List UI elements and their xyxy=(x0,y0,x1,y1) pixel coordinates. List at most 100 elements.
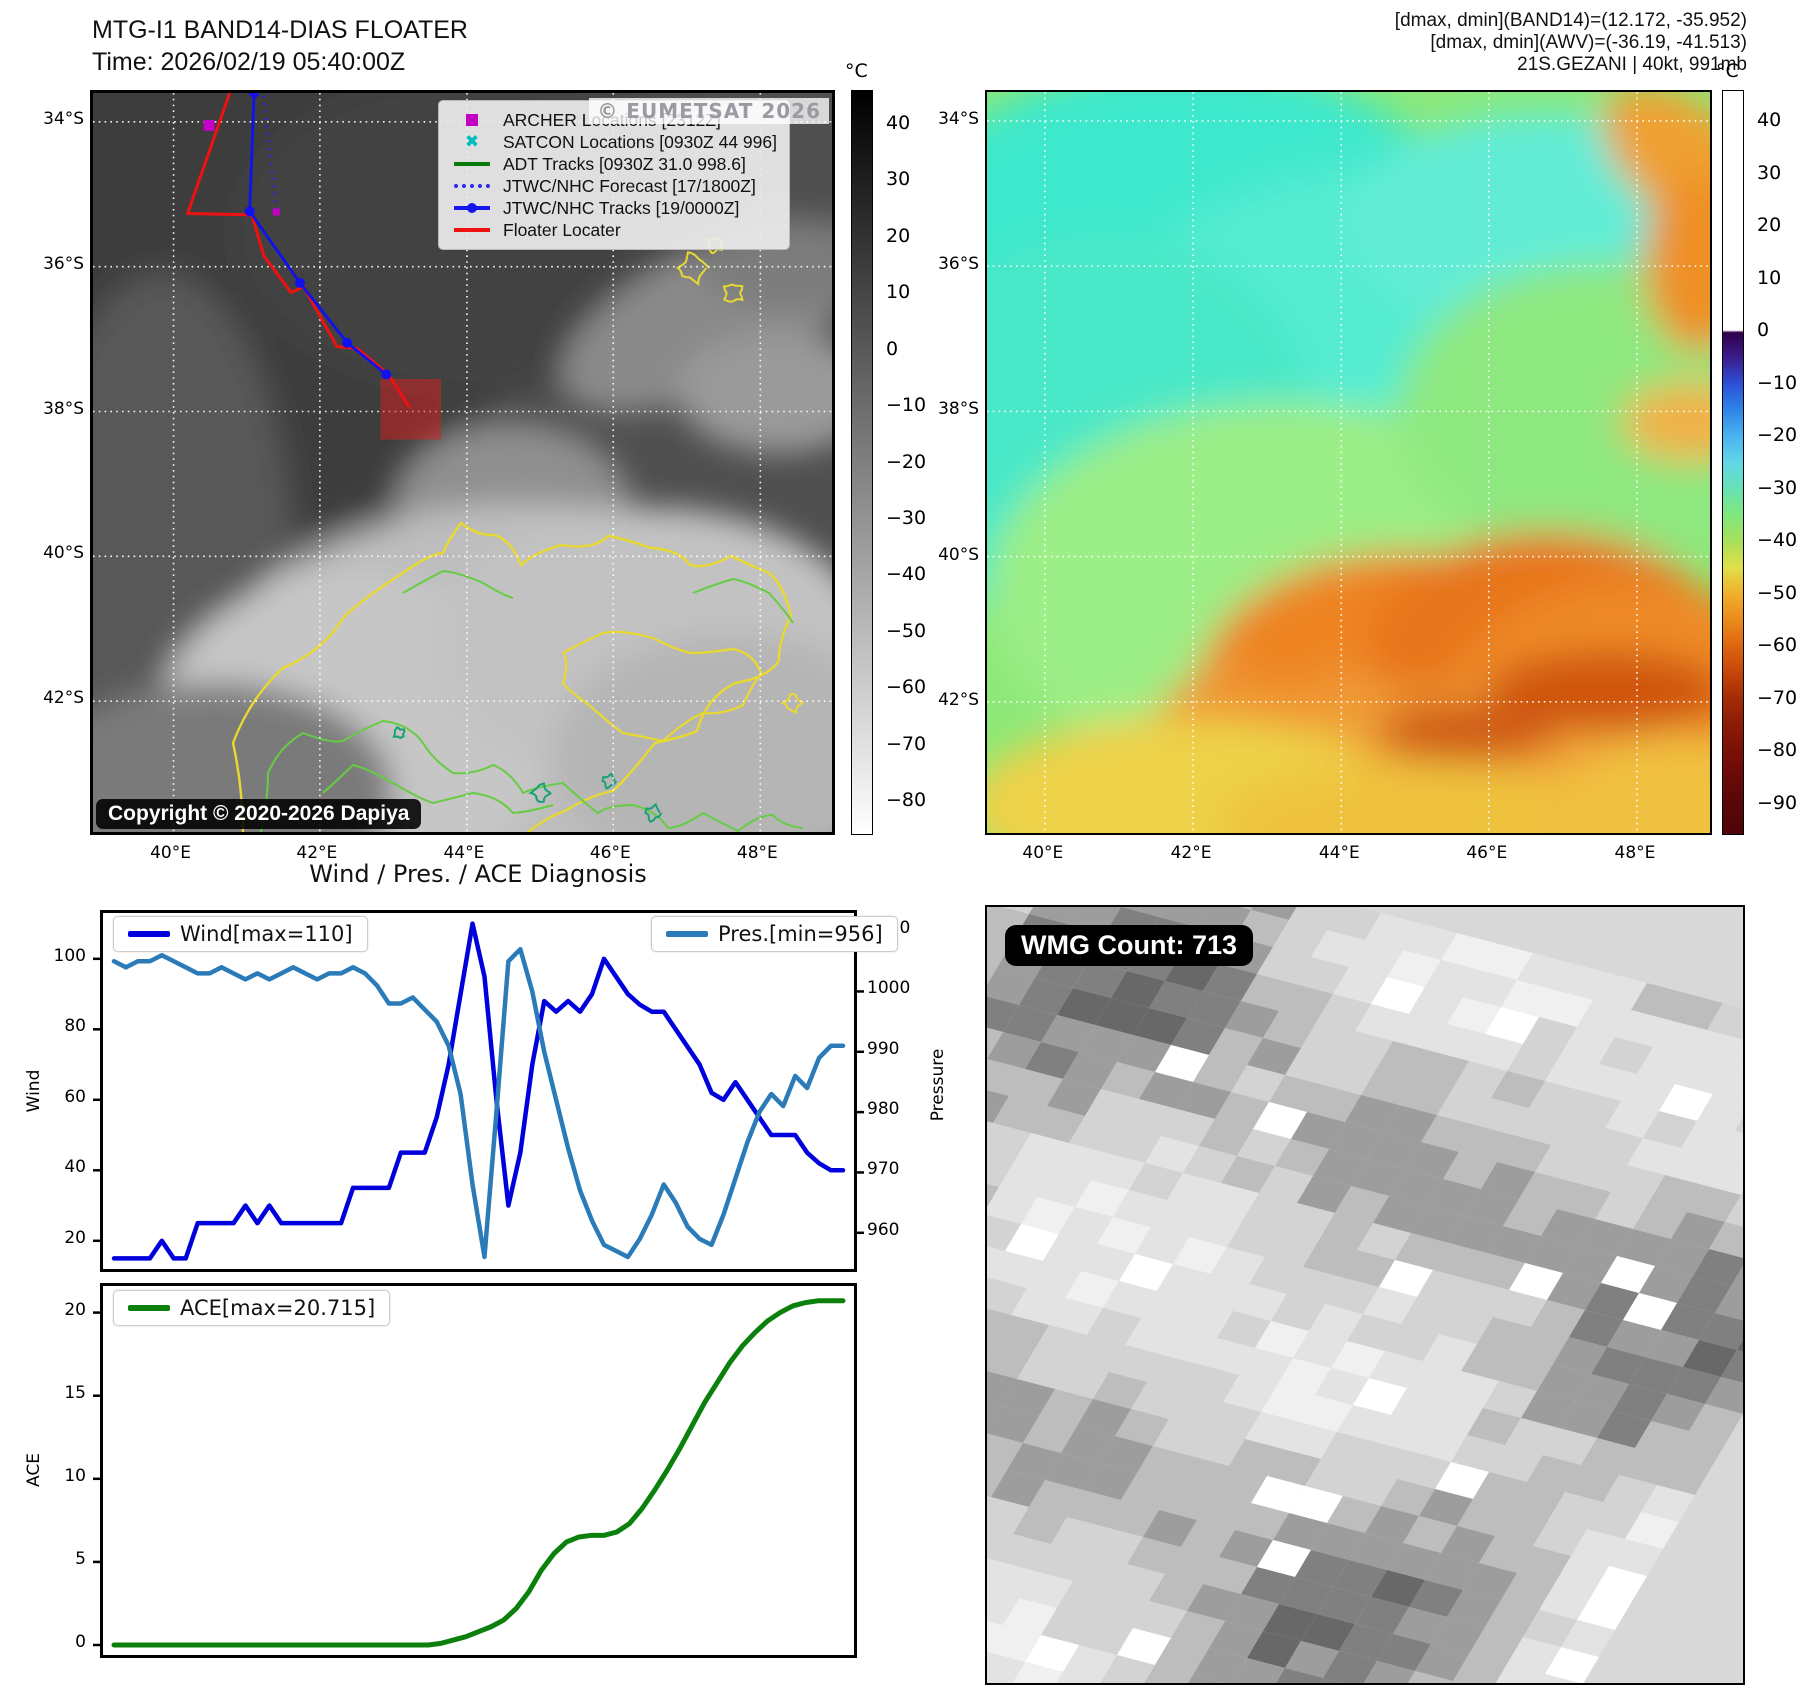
colorbar-tick: −70 xyxy=(886,732,927,755)
panel1-subtitle: Time: 2026/02/19 05:40:00Z xyxy=(92,48,406,76)
legend-item-label: ADT Tracks [0930Z 31.0 998.6] xyxy=(503,153,746,174)
map1-y-tick: 36°S xyxy=(43,253,84,274)
colorbar-tick: −50 xyxy=(1757,581,1797,604)
ace-axis-label: ACE xyxy=(24,1453,44,1487)
map1-x-tick: 46°E xyxy=(589,843,631,863)
colorbar-tick: 40 xyxy=(886,111,911,134)
colorbar-tick: 10 xyxy=(1757,266,1782,289)
charts-section-title: Wind / Pres. / ACE Diagnosis xyxy=(309,860,647,888)
satcon-x-icon: ✖ xyxy=(464,131,480,152)
ir-colorbar xyxy=(851,90,873,835)
panel2-header-line3: 21S.GEZANI | 40kt, 991mb xyxy=(1517,54,1747,75)
map2-x-tick: 44°E xyxy=(1318,843,1360,863)
colorbar-tick: −60 xyxy=(1757,634,1797,657)
pressure-legend-swatch xyxy=(666,931,708,937)
legend-item: Floater Locater xyxy=(449,219,777,241)
panel2-header: [dmax, dmin](BAND14)=(12.172, -35.952) [… xyxy=(1395,10,1747,76)
map1-x-tick: 42°E xyxy=(296,843,338,863)
wmg-panel: WMG Count: 713 xyxy=(985,905,1745,1685)
chart-left-tick: 0 xyxy=(75,1632,86,1653)
awv-colorbar xyxy=(1722,90,1744,835)
colorbar-tick: 0 xyxy=(886,337,899,360)
colorbar-tick: −20 xyxy=(886,450,927,473)
map1-y-tick: 38°S xyxy=(43,398,84,419)
awv-texture xyxy=(987,92,1710,833)
colorbar-tick: −10 xyxy=(886,394,927,417)
wind-axis-label: Wind xyxy=(24,1069,44,1113)
map1-x-tick: 48°E xyxy=(736,843,778,863)
wind-legend-label: Wind[max=110] xyxy=(180,922,353,946)
colorbar-tick: 20 xyxy=(886,224,911,247)
track-line-icon xyxy=(449,227,495,233)
ace-legend-label: ACE[max=20.715] xyxy=(180,1296,376,1320)
wind-legend: Wind[max=110] xyxy=(113,916,368,952)
map2-x-tick: 48°E xyxy=(1614,843,1656,863)
colorbar-tick: −90 xyxy=(1757,791,1797,814)
colorbar2-unit: °C xyxy=(1716,60,1739,82)
map2-y-tick: 40°S xyxy=(938,544,979,565)
chart-right-tick: 960 xyxy=(867,1219,900,1240)
chart-left-tick: 60 xyxy=(64,1086,86,1107)
chart-right-tick: 990 xyxy=(867,1038,900,1059)
colorbar-tick: 10 xyxy=(886,281,911,304)
colorbar-tick: −60 xyxy=(886,676,927,699)
colorbar-tick: −80 xyxy=(1757,739,1797,762)
colorbar-tick: −40 xyxy=(1757,529,1797,552)
panel1-title: MTG-I1 BAND14-DIAS FLOATER xyxy=(92,16,468,44)
chart-left-tick: 20 xyxy=(64,1227,86,1248)
map1-x-tick: 40°E xyxy=(150,843,191,863)
pressure-legend: Pres.[min=956] xyxy=(651,916,898,952)
archer-square-icon xyxy=(449,114,495,126)
map1-x-tick: 44°E xyxy=(443,843,485,863)
chart-left-tick: 20 xyxy=(64,1299,86,1320)
chart-right-tick: 1000 xyxy=(867,978,911,999)
colorbar-tick: −30 xyxy=(1757,476,1797,499)
colorbar-tick: −80 xyxy=(886,789,927,812)
temperature-contours xyxy=(231,236,804,832)
chart-right-tick: 970 xyxy=(867,1159,900,1180)
legend-item: ADT Tracks [0930Z 31.0 998.6] xyxy=(449,153,777,175)
map2-y-tick: 38°S xyxy=(938,399,979,420)
map1-y-tick: 42°S xyxy=(43,688,84,709)
colorbar-tick: 40 xyxy=(1757,109,1782,132)
chart-left-tick: 5 xyxy=(75,1548,86,1569)
colorbar-tick: −50 xyxy=(886,619,927,642)
legend-item-label: JTWC/NHC Forecast [17/1800Z] xyxy=(503,175,756,196)
panel2-header-line2: [dmax, dmin](AWV)=(-36.19, -41.513) xyxy=(1430,32,1747,53)
colorbar-tick: 30 xyxy=(1757,161,1782,184)
ir-satellite-map: ARCHER Locations [2312Z]✖SATCON Location… xyxy=(90,90,835,835)
map2-x-tick: 46°E xyxy=(1466,843,1508,863)
map2-x-tick: 40°E xyxy=(1022,843,1064,863)
colorbar1-unit: °C xyxy=(845,60,868,82)
map1-y-tick: 40°S xyxy=(43,543,84,564)
map1-y-tick: 34°S xyxy=(43,108,84,129)
forecast-dotted-line-icon xyxy=(449,184,495,188)
copyright-badge: Copyright © 2020-2026 Dapiya xyxy=(96,799,422,829)
chart-left-tick: 15 xyxy=(64,1382,86,1403)
wind-legend-swatch xyxy=(128,931,170,937)
colorbar-tick: 0 xyxy=(1757,319,1770,342)
map2-x-tick: 42°E xyxy=(1170,843,1212,863)
map2-y-tick: 34°S xyxy=(938,108,979,129)
awv-satellite-map xyxy=(985,90,1712,835)
colorbar-tick: 30 xyxy=(886,168,911,191)
colorbar-tick: 20 xyxy=(1757,214,1782,237)
ace-legend-swatch xyxy=(128,1305,170,1311)
chart-left-tick: 40 xyxy=(64,1157,86,1178)
chart-right-tick: 980 xyxy=(867,1099,900,1120)
track-line-icon xyxy=(449,161,495,167)
legend-item: JTWC/NHC Forecast [17/1800Z] xyxy=(449,175,777,197)
ace-legend: ACE[max=20.715] xyxy=(113,1290,391,1326)
colorbar-tick: −20 xyxy=(1757,424,1797,447)
wmg-count-badge: WMG Count: 713 xyxy=(1005,925,1253,966)
legend-item-label: SATCON Locations [0930Z 44 996] xyxy=(503,131,777,152)
pressure-legend-label: Pres.[min=956] xyxy=(718,922,883,946)
eumetsat-watermark: © EUMETSAT 2026 xyxy=(589,98,829,124)
colorbar-tick: −40 xyxy=(886,563,927,586)
colorbar-tick: −70 xyxy=(1757,686,1797,709)
pressure-axis-label: Pressure xyxy=(928,1048,948,1122)
track-line-dot-icon xyxy=(449,202,495,213)
wind-pressure-chart xyxy=(93,910,864,1272)
chart-left-tick: 80 xyxy=(64,1016,86,1037)
